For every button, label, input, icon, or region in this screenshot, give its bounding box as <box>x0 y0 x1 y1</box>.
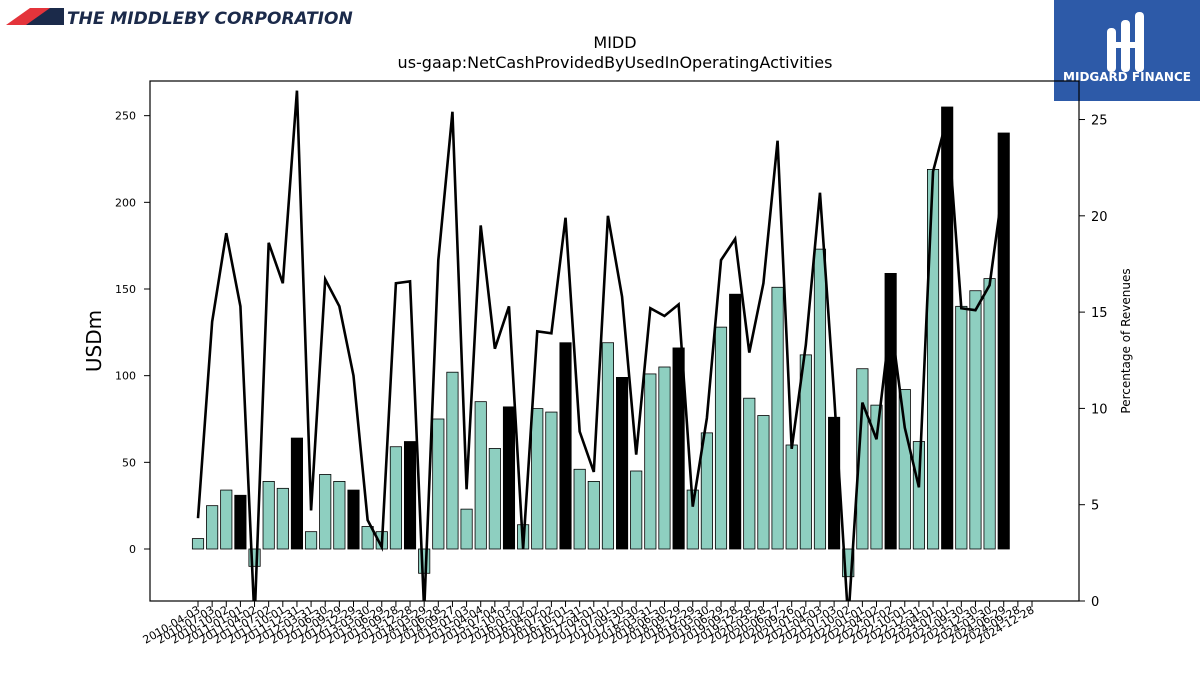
y-tick-label: 250 <box>115 110 136 123</box>
bar <box>531 408 544 550</box>
x-axis-ticks: 2010-04-032010-07-032010-10-022011-01-01… <box>141 601 1037 647</box>
bar <box>644 373 657 550</box>
bar-series <box>191 106 1010 578</box>
y-tick-label: 0 <box>129 543 136 556</box>
bar <box>276 487 289 550</box>
bar <box>771 286 784 550</box>
bar <box>757 415 770 550</box>
bar <box>403 441 417 550</box>
bar <box>305 531 318 550</box>
y-axis-ticks: 0 50 100 150 200 250 <box>115 110 150 556</box>
bar <box>941 106 954 550</box>
bar <box>573 468 586 550</box>
bar <box>206 505 219 550</box>
bar <box>446 371 459 550</box>
company-logo-text: THE MIDDLEBY CORPORATION <box>67 9 353 29</box>
company-logo: THE MIDDLEBY CORPORATION <box>6 8 353 29</box>
bar <box>630 470 643 550</box>
bar <box>616 376 629 550</box>
bar <box>290 437 304 550</box>
y-tick-label: 200 <box>115 196 136 209</box>
bar <box>997 132 1010 550</box>
bar <box>389 446 402 550</box>
bar <box>658 366 671 550</box>
y2-tick-label: 10 <box>1091 402 1108 417</box>
percentage-line <box>196 90 1006 601</box>
brand-monogram-icon <box>1107 12 1144 72</box>
y2-tick-label: 5 <box>1091 499 1099 514</box>
bar <box>191 538 205 550</box>
bar <box>234 494 247 550</box>
bar <box>983 278 996 550</box>
bar <box>248 548 261 567</box>
bar <box>955 305 968 550</box>
y2-axis-ticks: 0 5 10 15 20 25 <box>1079 114 1108 610</box>
bar <box>601 342 614 550</box>
bar <box>319 474 332 550</box>
bar <box>347 489 360 550</box>
bar <box>856 368 869 550</box>
bar <box>559 342 572 550</box>
logo-navy-shape-icon <box>26 8 64 25</box>
brand-badge: MIDGARD FINANCE <box>1054 0 1200 101</box>
bar <box>460 508 473 550</box>
bar <box>488 448 501 550</box>
bar <box>432 418 445 550</box>
bar <box>828 416 841 550</box>
bar <box>912 441 925 550</box>
y-tick-label: 50 <box>122 456 136 469</box>
bar <box>262 480 275 550</box>
y2-tick-label: 0 <box>1091 595 1099 610</box>
bar <box>714 326 728 550</box>
bar <box>587 480 600 550</box>
bar <box>785 444 798 550</box>
bar <box>884 272 897 550</box>
chart-subtitle: us-gaap:NetCashProvidedByUsedInOperating… <box>398 53 833 72</box>
y2-tick-label: 15 <box>1091 306 1108 321</box>
bar <box>842 548 855 578</box>
y2-tick-label: 25 <box>1091 114 1108 129</box>
y2-tick-label: 20 <box>1091 210 1108 225</box>
plot-frame <box>149 80 1080 602</box>
bar <box>361 526 374 550</box>
bar <box>418 548 431 574</box>
bar <box>927 168 940 550</box>
brand-name: MIDGARD FINANCE <box>1063 70 1191 84</box>
y-axis-label: USDm <box>82 310 106 372</box>
logo-red-shape-icon <box>6 8 54 25</box>
bar <box>729 293 742 550</box>
bar <box>672 347 685 550</box>
y-tick-label: 100 <box>115 370 136 383</box>
y-tick-label: 150 <box>115 283 136 296</box>
bar <box>799 354 812 550</box>
bar <box>813 248 827 550</box>
bar <box>220 489 233 550</box>
bar <box>545 411 558 550</box>
bar <box>898 389 911 550</box>
bar <box>333 480 346 550</box>
bar <box>870 404 883 550</box>
bar <box>743 397 756 550</box>
bar <box>969 290 982 550</box>
bar <box>700 432 713 550</box>
bar <box>474 401 487 550</box>
bar <box>502 406 516 550</box>
y2-axis-label: Percentage of Revenues <box>1119 268 1133 413</box>
chart-title: MIDD <box>593 33 636 52</box>
